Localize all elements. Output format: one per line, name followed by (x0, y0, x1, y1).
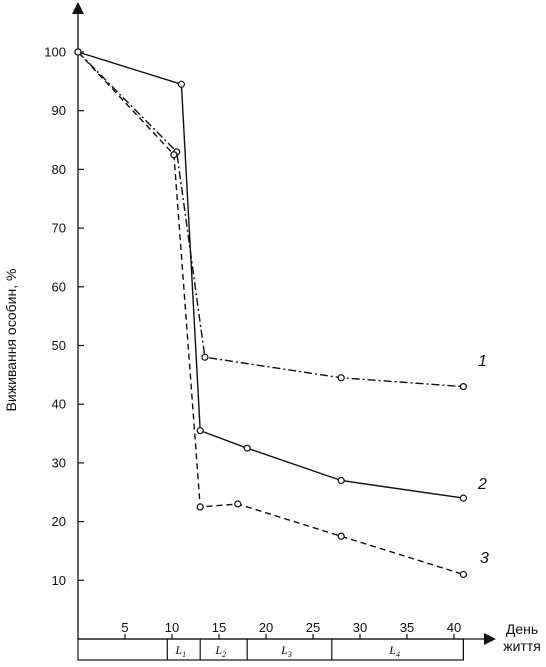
series-3-point (170, 151, 178, 159)
series-3-point (74, 48, 82, 56)
x-tick-label: 35 (400, 620, 414, 635)
x-ticks: 5 10 15 20 25 30 35 40 (121, 620, 461, 639)
y-tick-label: 100 (44, 45, 66, 60)
y-tick-label: 60 (52, 279, 66, 294)
series-3-point (459, 570, 467, 579)
x-tick-label: 25 (306, 620, 320, 635)
y-ticks: 10 20 30 40 50 60 70 80 90 100 (44, 45, 84, 588)
y-tick-label: 70 (52, 221, 66, 236)
series-2-label: 2 (477, 476, 487, 493)
series-3-label: 3 (480, 550, 489, 567)
series-1-point (337, 374, 345, 382)
series-2-point (337, 476, 345, 485)
x-axis-title: День життя (503, 621, 541, 654)
series-3-point (337, 532, 345, 540)
stage-band-frame (77, 638, 464, 661)
x-tick-label: 5 (121, 620, 128, 635)
series-1-point (201, 353, 209, 361)
y-tick-label: 40 (52, 397, 66, 412)
stage-label: L3 (280, 643, 292, 659)
y-tick-label: 80 (52, 162, 66, 177)
series-markers (74, 48, 467, 579)
series-labels: 1 2 3 (477, 353, 489, 567)
x-tick-label: 15 (212, 620, 226, 635)
series-3-line (77, 51, 464, 576)
y-tick-label: 10 (52, 573, 66, 588)
axes (72, 2, 496, 645)
y-axis-title: Виживання особин, % (3, 269, 19, 412)
x-tick-label: 40 (447, 620, 461, 635)
y-tick-label: 90 (52, 103, 66, 118)
y-tick-label: 30 (52, 455, 66, 470)
stage-label: L2 (214, 643, 226, 659)
series-1-point (459, 382, 467, 391)
series-1-line (77, 51, 464, 388)
series-1-label: 1 (478, 353, 487, 370)
series-2-point (243, 444, 251, 452)
x-tick-label: 10 (165, 620, 179, 635)
series-3-point (234, 500, 242, 508)
y-tick-label: 50 (52, 338, 66, 353)
life-stage-band: L1 L2 L3 L4 (77, 638, 464, 661)
stage-label: L1 (174, 643, 186, 659)
series-3-point (196, 503, 204, 511)
x-tick-label: 20 (259, 620, 273, 635)
series-lines (77, 51, 464, 576)
x-tick-label: 30 (353, 620, 367, 635)
series-2-point (177, 80, 185, 88)
x-axis-arrow (484, 633, 496, 645)
series-2-point (459, 494, 467, 502)
stage-label: L4 (388, 643, 400, 659)
y-tick-label: 20 (52, 514, 66, 529)
series-2-point (196, 427, 204, 435)
series-2-line (77, 51, 464, 499)
